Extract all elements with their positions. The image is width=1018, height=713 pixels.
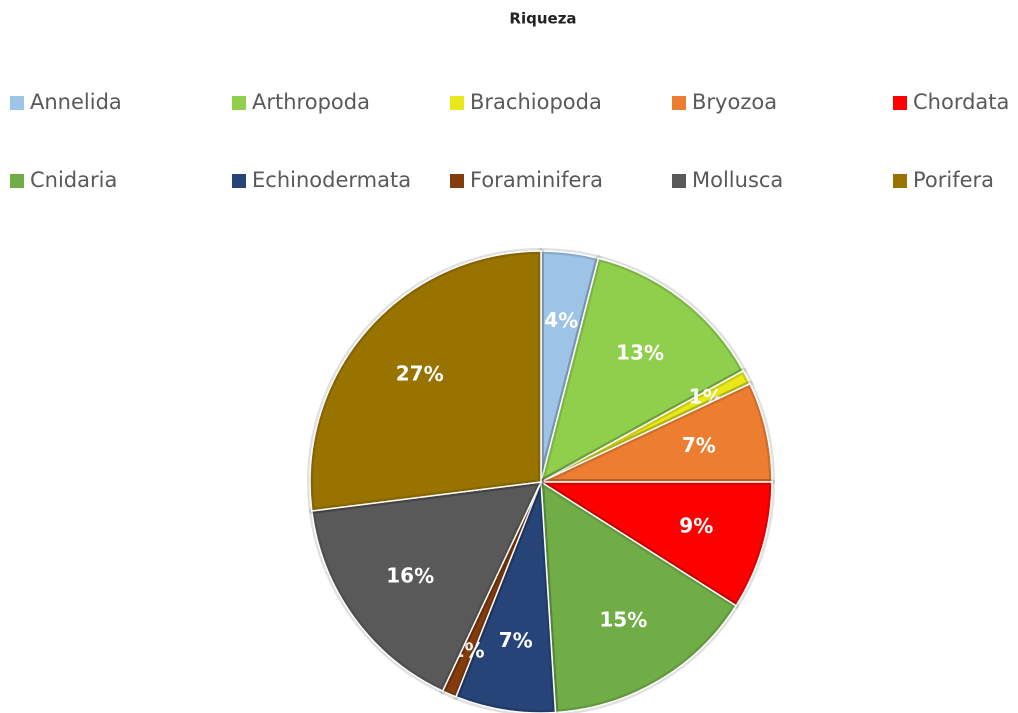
legend-swatch bbox=[893, 174, 907, 188]
legend-label: Chordata bbox=[913, 90, 1009, 114]
legend-label: Bryozoa bbox=[692, 90, 777, 114]
legend-label: Brachiopoda bbox=[470, 90, 602, 114]
legend-label: Porifera bbox=[913, 168, 994, 192]
legend-label: Arthropoda bbox=[252, 90, 370, 114]
percent-sign: % bbox=[644, 341, 664, 365]
legend-label: Foraminifera bbox=[470, 168, 603, 192]
pie-slice-edge bbox=[539, 257, 745, 484]
data-label: 27% bbox=[396, 362, 444, 386]
percent-sign: % bbox=[627, 608, 647, 632]
data-label: 7% bbox=[682, 433, 716, 457]
pie-slice-edge bbox=[540, 382, 773, 483]
pie-slice-edge bbox=[310, 481, 543, 693]
legend-swatch bbox=[10, 174, 24, 188]
legend-label: Echinodermata bbox=[252, 168, 411, 192]
percent-sign: % bbox=[465, 638, 485, 662]
data-label: 13% bbox=[616, 341, 664, 365]
data-label: 9% bbox=[679, 514, 713, 538]
data-label: 16% bbox=[386, 564, 434, 588]
legend-swatch bbox=[450, 96, 464, 110]
pie-slice-edge bbox=[309, 250, 542, 512]
data-label: 15% bbox=[599, 608, 647, 632]
pie-slice-edge bbox=[540, 480, 738, 713]
legend-swatch bbox=[450, 174, 464, 188]
percent-sign: % bbox=[558, 308, 578, 332]
legend-swatch bbox=[672, 174, 686, 188]
legend-label: Cnidaria bbox=[30, 168, 117, 192]
legend-swatch bbox=[232, 96, 246, 110]
percent-sign: % bbox=[414, 564, 434, 588]
legend-swatch bbox=[672, 96, 686, 110]
legend-swatch bbox=[232, 174, 246, 188]
percent-sign: % bbox=[424, 362, 444, 386]
percent-sign: % bbox=[693, 514, 713, 538]
legend-label: Mollusca bbox=[692, 168, 783, 192]
data-label: 7% bbox=[499, 628, 533, 652]
legend-label: Annelida bbox=[30, 90, 122, 114]
percent-sign: % bbox=[696, 433, 716, 457]
legend-swatch bbox=[893, 96, 907, 110]
percent-sign: % bbox=[513, 628, 533, 652]
data-label: 4% bbox=[544, 308, 578, 332]
legend-swatch bbox=[10, 96, 24, 110]
pie-slice-edge bbox=[538, 481, 773, 607]
chart-title: Riqueza bbox=[509, 10, 576, 28]
